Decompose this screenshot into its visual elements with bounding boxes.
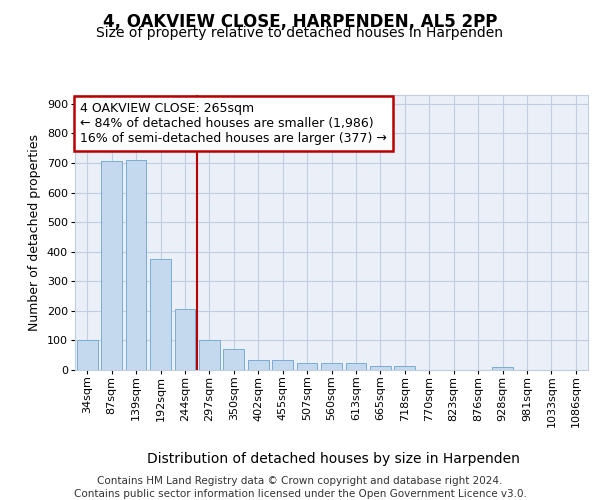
Bar [199, 340, 220, 370]
Text: Contains HM Land Registry data © Crown copyright and database right 2024.: Contains HM Land Registry data © Crown c… [97, 476, 503, 486]
Bar [394, 366, 415, 370]
Text: Size of property relative to detached houses in Harpenden: Size of property relative to detached ho… [97, 26, 503, 40]
Bar [125, 160, 146, 370]
Bar [150, 259, 171, 370]
Bar [492, 367, 513, 370]
Bar [101, 161, 122, 370]
Bar [248, 360, 269, 370]
Bar [370, 366, 391, 370]
Bar [296, 362, 317, 370]
Text: 4, OAKVIEW CLOSE, HARPENDEN, AL5 2PP: 4, OAKVIEW CLOSE, HARPENDEN, AL5 2PP [103, 12, 497, 30]
Text: 4 OAKVIEW CLOSE: 265sqm
← 84% of detached houses are smaller (1,986)
16% of semi: 4 OAKVIEW CLOSE: 265sqm ← 84% of detache… [80, 102, 387, 145]
Bar [321, 364, 342, 370]
Bar [223, 350, 244, 370]
Bar [346, 364, 367, 370]
Y-axis label: Number of detached properties: Number of detached properties [28, 134, 41, 331]
Bar [175, 310, 196, 370]
Bar [77, 340, 98, 370]
Text: Distribution of detached houses by size in Harpenden: Distribution of detached houses by size … [146, 452, 520, 466]
Text: Contains public sector information licensed under the Open Government Licence v3: Contains public sector information licen… [74, 489, 526, 499]
Bar [272, 360, 293, 370]
